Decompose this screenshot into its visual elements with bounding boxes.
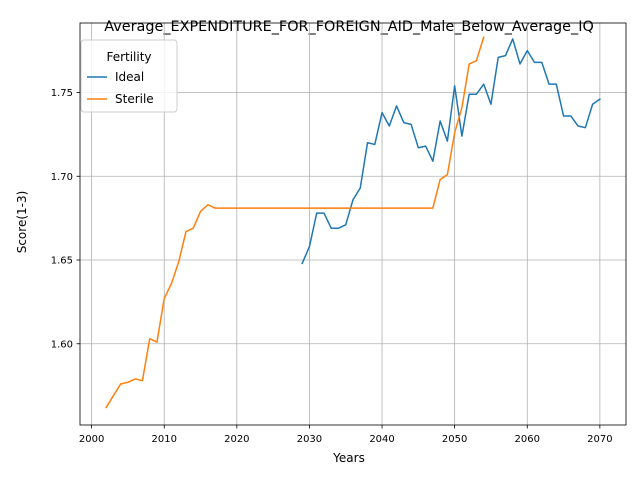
legend-label-sterile: Sterile bbox=[115, 92, 154, 106]
series-line-sterile bbox=[105, 36, 485, 409]
x-tick-label: 2070 bbox=[587, 434, 612, 445]
legend-entries: Ideal Sterile bbox=[87, 70, 154, 106]
y-tick-label: 1.70 bbox=[51, 172, 73, 183]
plot-frame bbox=[79, 22, 627, 426]
y-axis-label: Score(1-3) bbox=[15, 191, 29, 254]
grid bbox=[80, 23, 626, 425]
x-tick-label: 2030 bbox=[297, 434, 322, 445]
legend-title: Fertility bbox=[106, 50, 151, 64]
y-axis: 1.60 1.65 1.70 1.75 bbox=[51, 88, 80, 350]
legend: Fertility Ideal Sterile bbox=[80, 39, 178, 113]
y-tick-label: 1.60 bbox=[51, 339, 73, 350]
x-axis-label: Years bbox=[332, 451, 365, 465]
x-tick-label: 2050 bbox=[442, 434, 467, 445]
x-tick-label: 2020 bbox=[224, 434, 249, 445]
x-tick-label: 2060 bbox=[515, 434, 540, 445]
x-tick-label: 2010 bbox=[151, 434, 176, 445]
x-axis: 2000 2010 2020 2030 2040 2050 2060 2070 bbox=[79, 425, 613, 445]
x-tick-label: 2040 bbox=[369, 434, 394, 445]
legend-box bbox=[80, 39, 178, 113]
chart-title: Average_EXPENDITURE_FOR_FOREIGN_AID_Male… bbox=[104, 19, 594, 35]
y-tick-label: 1.75 bbox=[51, 88, 73, 99]
series-line-ideal bbox=[301, 38, 601, 265]
y-tick-label: 1.65 bbox=[51, 256, 73, 267]
series-layer bbox=[105, 36, 601, 409]
x-tick-label: 2000 bbox=[79, 434, 104, 445]
legend-label-ideal: Ideal bbox=[115, 70, 144, 84]
